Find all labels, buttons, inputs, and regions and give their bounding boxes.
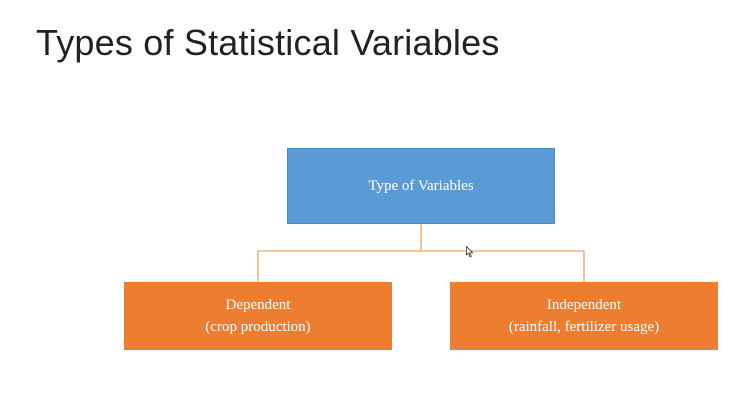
child-node-independent-sublabel: (rainfall, fertilizer usage)	[508, 319, 660, 335]
root-node: Type of Variables	[287, 148, 555, 224]
child-node-dependent-label: Dependent	[225, 297, 291, 313]
root-node-label: Type of Variables	[368, 178, 474, 194]
child-node-independent-label: Independent	[546, 297, 622, 313]
child-node-independent: Independent (rainfall, fertilizer usage)	[450, 282, 718, 350]
mouse-pointer-icon	[466, 246, 473, 258]
slide-title: Types of Statistical Variables	[36, 22, 500, 63]
child-node-dependent: Dependent (crop production)	[124, 282, 392, 350]
child-node-dependent-sublabel: (crop production)	[205, 319, 311, 335]
